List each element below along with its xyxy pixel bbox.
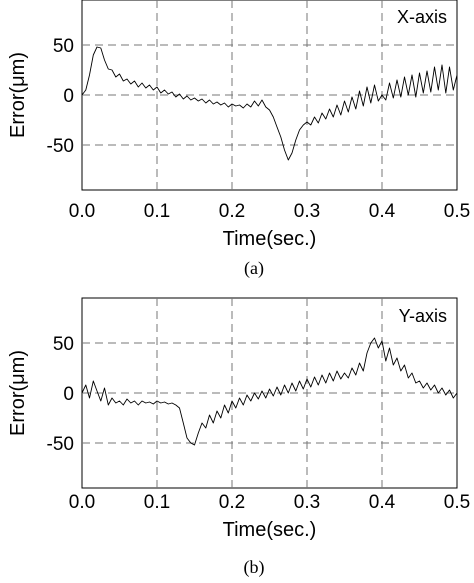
x-tick-label: 0.2	[219, 201, 245, 222]
x-tick-label: 0.3	[294, 492, 320, 513]
y-tick-label: -50	[47, 136, 74, 157]
chart-panel-a: 0.0 0.1 0.2 0.3 0.4 0.5 50 0 -50 X-axis Time(sec.)…	[7, 0, 470, 279]
series-line	[81, 46, 458, 161]
panel-caption: (b)	[244, 557, 265, 578]
panel-caption: (a)	[244, 258, 264, 279]
x-tick-label: 0.1	[144, 201, 170, 222]
x-axis-title: Time(sec.)	[223, 519, 317, 541]
x-tick-label: 0.5	[444, 201, 470, 222]
y-tick-label: 0	[63, 86, 74, 107]
x-tick-label: 0.1	[144, 492, 170, 513]
panel-tag: X-axis	[397, 7, 447, 27]
x-tick-label: 0.3	[294, 201, 320, 222]
x-tick-label: 0.2	[219, 492, 245, 513]
x-axis-title: Time(sec.)	[223, 228, 317, 250]
chart-panel-b: 0.0 0.1 0.2 0.3 0.4 0.5 50 0 -50 Y-axis Time(sec.)…	[7, 297, 470, 578]
y-axis-title: Error(μm)	[7, 350, 29, 436]
y-tick-label: 50	[53, 334, 74, 355]
x-tick-label: 0.0	[69, 201, 95, 222]
x-tick-label: 0.4	[369, 492, 396, 513]
x-tick-label: 0.4	[369, 201, 396, 222]
y-tick-label: 50	[53, 36, 74, 57]
y-axis-title: Error(μm)	[7, 52, 29, 138]
x-tick-label: 0.5	[444, 492, 470, 513]
y-tick-label: 0	[63, 384, 74, 405]
panel-tag: Y-axis	[399, 306, 447, 326]
x-tick-label: 0.0	[69, 492, 95, 513]
series-line	[81, 337, 458, 446]
y-tick-label: -50	[47, 434, 74, 455]
